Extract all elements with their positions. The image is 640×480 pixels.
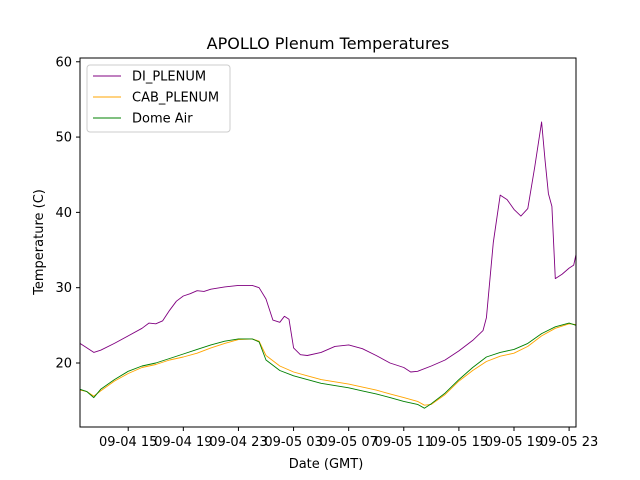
y-axis-label: Temperature (C) [32,189,47,296]
x-tick-label: 09-05 07 [319,435,377,450]
series-lines [79,121,577,409]
legend-label: DI_PLENUM [132,70,206,85]
legend-box [86,64,231,133]
chart-title: APOLLO Plenum Temperatures [207,34,450,53]
x-tick-label: 09-05 03 [264,435,322,450]
y-axis-ticks: 20 30 40 50 60 [55,55,80,371]
x-tick-label: 09-04 19 [154,435,212,450]
plot-frame [79,57,577,428]
x-tick-label: 09-05 19 [485,435,543,450]
series-line-di-plenum [79,121,577,373]
y-tick-label: 60 [55,55,72,70]
legend: DI_PLENUM CAB_PLENUM Dome Air [86,64,231,133]
y-tick-label: 40 [55,206,72,221]
x-tick-label: 09-04 23 [209,435,267,450]
x-tick-label: 09-05 15 [430,435,488,450]
series-line-cab-plenum [79,323,577,406]
y-tick-label: 50 [55,131,72,146]
x-tick-label: 09-05 11 [375,435,433,450]
x-axis-label: Date (GMT) [289,457,364,472]
series-line-dome-air [79,322,577,409]
x-tick-label: 09-05 23 [540,435,598,450]
legend-label: CAB_PLENUM [132,91,219,106]
x-tick-label: 09-04 15 [99,435,157,450]
legend-label: Dome Air [132,112,193,127]
y-tick-label: 30 [55,281,72,296]
y-tick-label: 20 [55,356,72,371]
